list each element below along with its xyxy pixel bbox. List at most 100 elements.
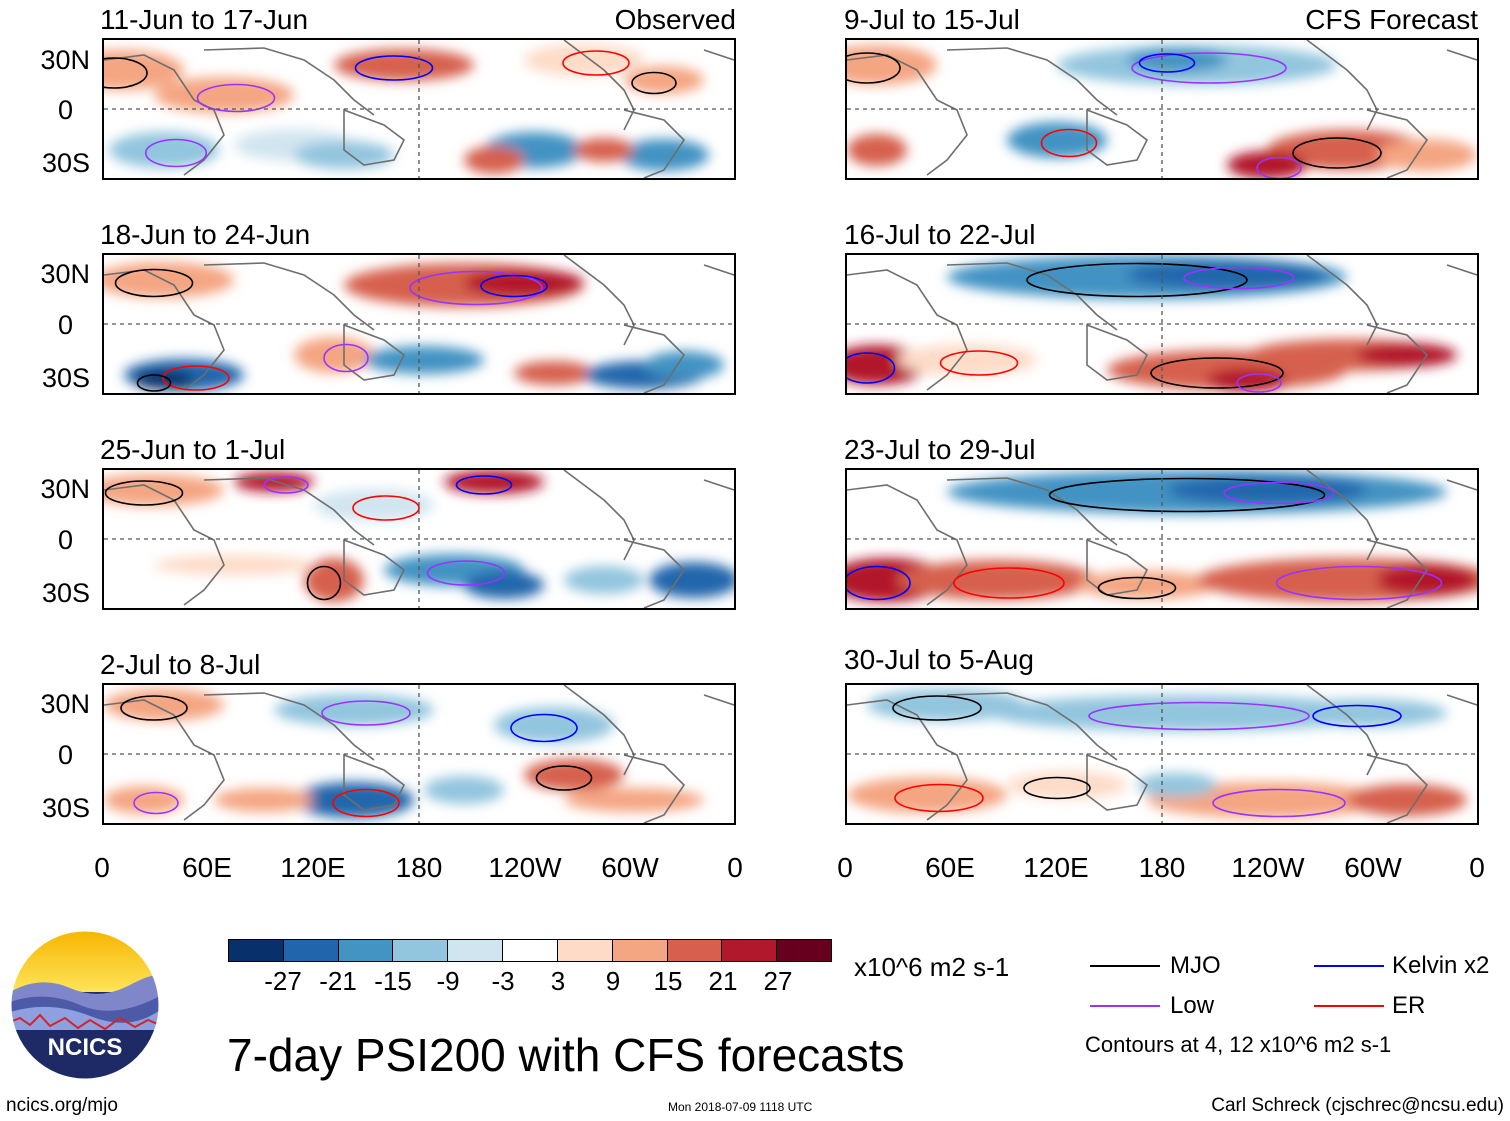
anomaly-map [104, 40, 734, 178]
ncics-logo-graphic: NCICS [10, 930, 160, 1080]
figure-title: 7-day PSI200 with CFS forecasts [227, 1029, 905, 1081]
panel-title-left-2: 18-Jun to 24-Jun [100, 219, 311, 250]
anomaly-shading [494, 707, 614, 743]
panel-tag-observed: Observed [614, 4, 736, 35]
legend-line-mjo [1090, 965, 1160, 967]
contour-line [352, 495, 420, 521]
anomaly-shading [1377, 139, 1477, 171]
lon-label: 120E [1023, 852, 1089, 883]
coastline [343, 753, 406, 811]
anomaly-shading [464, 269, 584, 297]
lon-label: 0 [94, 852, 110, 883]
coastline [1446, 49, 1477, 61]
legend-label-low: Low [1170, 992, 1215, 1019]
panel-title-right-1: 9-Jul to 15-Jul [844, 4, 1020, 35]
contour-line [631, 71, 677, 95]
colorbar-swatch [777, 940, 831, 961]
anomaly-shading [104, 689, 224, 721]
anomaly-shading [1127, 48, 1227, 72]
legend-note: Contours at 4, 12 x10^6 m2 s-1 [1085, 1032, 1392, 1057]
coastline [563, 685, 635, 776]
colorbar-swatch [503, 940, 558, 961]
anomaly-shading [649, 562, 734, 598]
colorbar [228, 939, 832, 962]
colorbar-tick: 15 [653, 966, 683, 996]
lat-label-eq: 0 [57, 525, 73, 555]
contour-line [1131, 52, 1287, 84]
anomaly-shading [444, 470, 544, 494]
contour-line [332, 788, 400, 818]
ncics-logo[interactable]: NCICS [10, 930, 160, 1080]
map-panel [102, 468, 736, 610]
contour-line [196, 83, 276, 113]
contour-line [323, 343, 369, 373]
colorbar-swatch [338, 940, 394, 961]
anomaly-map [847, 40, 1477, 178]
colorbar-swatch [667, 940, 723, 961]
coastline [623, 324, 686, 393]
lon-label: 120W [1231, 852, 1305, 883]
map-panel [102, 253, 736, 395]
anomaly-shading [154, 77, 294, 113]
contour-line [120, 695, 188, 721]
coastline [623, 539, 686, 608]
contour-line [1026, 262, 1248, 298]
coastline [343, 538, 406, 596]
anomaly-shading [847, 777, 1007, 813]
anomaly-shading [314, 489, 434, 521]
legend-label-mjo: MJO [1170, 952, 1221, 979]
anomaly-shading [154, 555, 314, 575]
lon-label: 120E [280, 852, 346, 883]
contour-line [1223, 481, 1335, 505]
coastline [104, 484, 225, 606]
contour-line [263, 476, 309, 494]
colorbar-swatch [283, 940, 339, 961]
legend-label-kelvin: Kelvin x2 [1392, 952, 1490, 979]
logo-text: NCICS [48, 1034, 123, 1061]
footer-timestamp: Mon 2018-07-09 1118 UTC [668, 1100, 813, 1114]
lat-label-30n: 30N [40, 45, 90, 75]
contour-line [510, 713, 578, 743]
anomaly-map [104, 470, 734, 608]
coastline [946, 262, 1118, 331]
colorbar-units: x10^6 m2 s-1 [854, 952, 1010, 982]
footer-link[interactable]: ncics.org/mjo [6, 1095, 118, 1116]
anomaly-shading [644, 351, 724, 379]
coastline [203, 47, 375, 116]
anomaly-shading [464, 146, 524, 174]
coastline [1446, 479, 1477, 491]
colorbar-tick: 9 [605, 966, 621, 996]
anomaly-map [104, 255, 734, 393]
anomaly-shading [524, 44, 644, 76]
contour-line [114, 268, 194, 298]
anomaly-shading [109, 132, 219, 168]
coastline [1086, 753, 1149, 811]
anomaly-shading [987, 695, 1387, 731]
anomaly-shading [619, 139, 709, 171]
contour-line [104, 57, 148, 89]
panel-title-left-1: 11-Jun to 17-Jun [100, 4, 309, 35]
coastline [1086, 108, 1149, 166]
anomaly-shading [564, 566, 644, 594]
coastline [104, 269, 225, 391]
coastline [563, 255, 635, 346]
anomaly-shading [274, 694, 434, 726]
contour-line [1048, 477, 1326, 513]
colorbar-swatch [722, 940, 778, 961]
map-panel [845, 468, 1479, 610]
contour-line [1292, 137, 1382, 169]
lat-label-eq: 0 [57, 95, 73, 125]
contour-line [409, 270, 543, 306]
contour-line [894, 783, 984, 813]
anomaly-shading [1377, 564, 1477, 596]
lat-label-eq: 0 [57, 740, 73, 770]
contour-line [892, 695, 982, 721]
contour-line [847, 565, 911, 601]
anomaly-shading [1167, 476, 1367, 504]
coastline [1366, 754, 1429, 823]
anomaly-map [104, 685, 734, 823]
contour-line [354, 55, 434, 81]
colorbar-swatch [448, 940, 504, 961]
anomaly-shading [104, 474, 224, 506]
coastline [203, 477, 375, 546]
